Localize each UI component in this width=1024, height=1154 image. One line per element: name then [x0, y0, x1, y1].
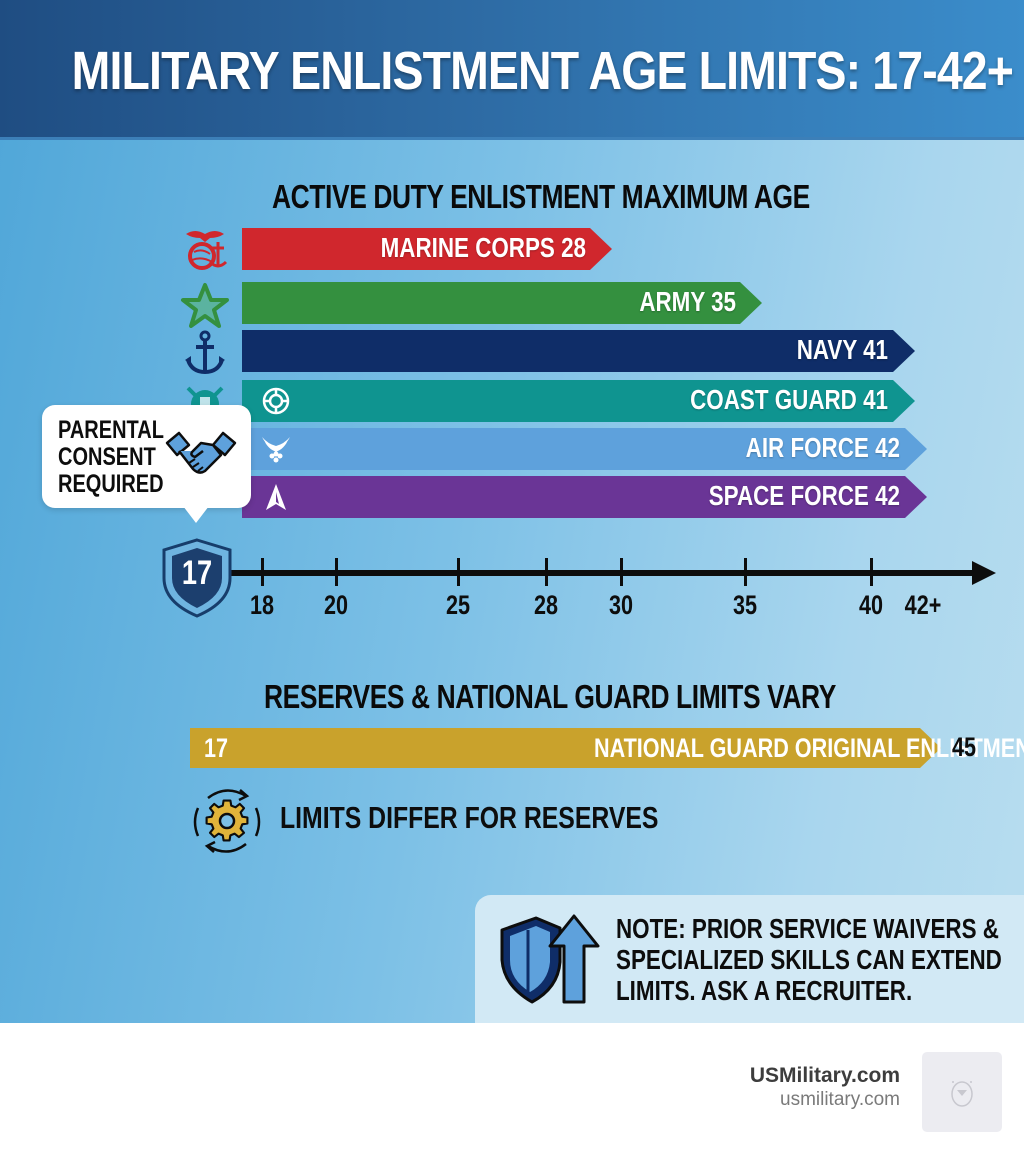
- callout-pointer: [183, 506, 209, 523]
- callout-line: CONSENT: [58, 443, 156, 471]
- axis-tick-label: 18: [249, 590, 275, 620]
- handshake-icon: [165, 431, 237, 474]
- axis-tick: [744, 558, 747, 586]
- bar-label: ARMY 35: [639, 286, 736, 317]
- axis-tick: [335, 558, 338, 586]
- start-age-label: 17: [181, 554, 213, 592]
- anchor-icon: [185, 330, 225, 375]
- axis-tick-label: 25: [445, 590, 471, 620]
- ng-end-age: 45: [952, 732, 977, 762]
- bar-label: NAVY 41: [796, 334, 888, 365]
- source-url[interactable]: usmilitary.com: [780, 1089, 900, 1110]
- parental-consent-callout: PARENTAL CONSENT REQUIRED: [42, 405, 251, 508]
- ng-bar-label: NATIONAL GUARD ORIGINAL ENLISTMENT UP TO…: [594, 733, 1024, 763]
- gear-cycle-icon: [193, 789, 261, 853]
- axis-tick-label: 30: [608, 590, 634, 620]
- title-banner: MILITARY ENLISTMENT AGE LIMITS: 17-42+: [0, 0, 1024, 140]
- bar-label: MARINE CORPS 28: [380, 232, 586, 263]
- source-brand-name[interactable]: USMilitary.com: [749, 1064, 900, 1087]
- shield-icon: [162, 538, 232, 618]
- ng-start-age: 17: [204, 733, 229, 763]
- star-icon: [181, 283, 229, 328]
- axis-tick: [870, 558, 873, 586]
- bar-label: AIR FORCE 42: [745, 432, 900, 463]
- axis-arrow-icon: [972, 561, 996, 585]
- note-line: SPECIALIZED SKILLS CAN EXTEND: [616, 944, 1002, 975]
- bar-label: COAST GUARD 41: [690, 384, 888, 415]
- axis-tick-label: 20: [323, 590, 349, 620]
- page-title: MILITARY ENLISTMENT AGE LIMITS: 17-42+: [71, 41, 1014, 101]
- note-line: LIMITS. ASK A RECRUITER.: [616, 975, 913, 1006]
- callout-line: PARENTAL: [58, 416, 164, 444]
- axis-tick-label: 35: [732, 590, 758, 620]
- eagle-globe-anchor-icon: [186, 231, 228, 270]
- reserves-heading: RESERVES & NATIONAL GUARD LIMITS VARY: [264, 678, 836, 715]
- active-duty-heading: ACTIVE DUTY ENLISTMENT MAXIMUM AGE: [272, 178, 810, 215]
- air-force-wings-icon: [262, 437, 290, 463]
- axis-tick: [545, 558, 548, 586]
- axis-tick-label: 28: [533, 590, 559, 620]
- reserves-limits-note: LIMITS DIFFER FOR RESERVES: [280, 800, 659, 835]
- source-footer: [0, 1023, 1024, 1154]
- axis-tick: [457, 558, 460, 586]
- life-ring-icon: [262, 387, 290, 415]
- axis-end-label: 42+: [904, 590, 942, 620]
- space-force-delta-icon: [266, 484, 286, 510]
- axis-tick: [261, 558, 264, 586]
- brand-logo-icon: [951, 1081, 973, 1107]
- axis-tick-label: 40: [858, 590, 884, 620]
- callout-line: REQUIRED: [58, 470, 164, 498]
- note-line: NOTE: PRIOR SERVICE WAIVERS &: [616, 913, 999, 944]
- age-axis-line: [228, 570, 976, 576]
- source-logo[interactable]: [922, 1052, 1002, 1132]
- bar-label: SPACE FORCE 42: [708, 480, 900, 511]
- age-17-shield-badge: 17: [160, 538, 234, 618]
- axis-tick: [620, 558, 623, 586]
- infographic: MILITARY ENLISTMENT AGE LIMITS: 17-42+ A…: [0, 0, 1024, 1023]
- shield-up-arrow-icon: [500, 914, 600, 1004]
